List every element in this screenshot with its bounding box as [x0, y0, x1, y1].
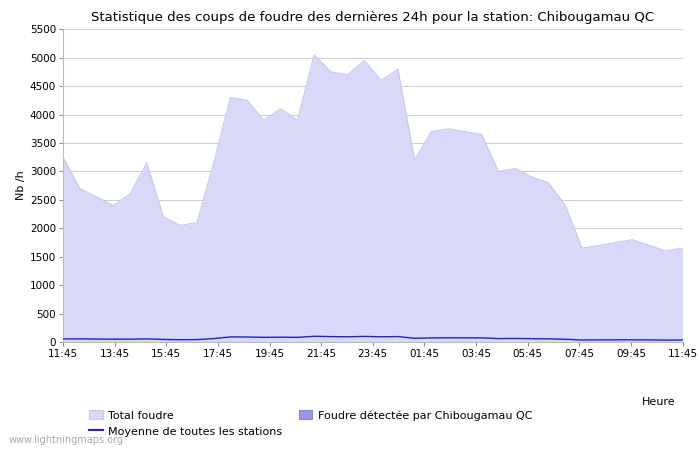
Legend: Total foudre, Moyenne de toutes les stations, Foudre détectée par Chibougamau QC: Total foudre, Moyenne de toutes les stat…	[90, 410, 532, 436]
Y-axis label: Nb /h: Nb /h	[15, 171, 26, 201]
Title: Statistique des coups de foudre des dernières 24h pour la station: Chibougamau Q: Statistique des coups de foudre des dern…	[91, 11, 654, 24]
Text: www.lightningmaps.org: www.lightningmaps.org	[8, 435, 123, 445]
Text: Heure: Heure	[642, 397, 675, 407]
